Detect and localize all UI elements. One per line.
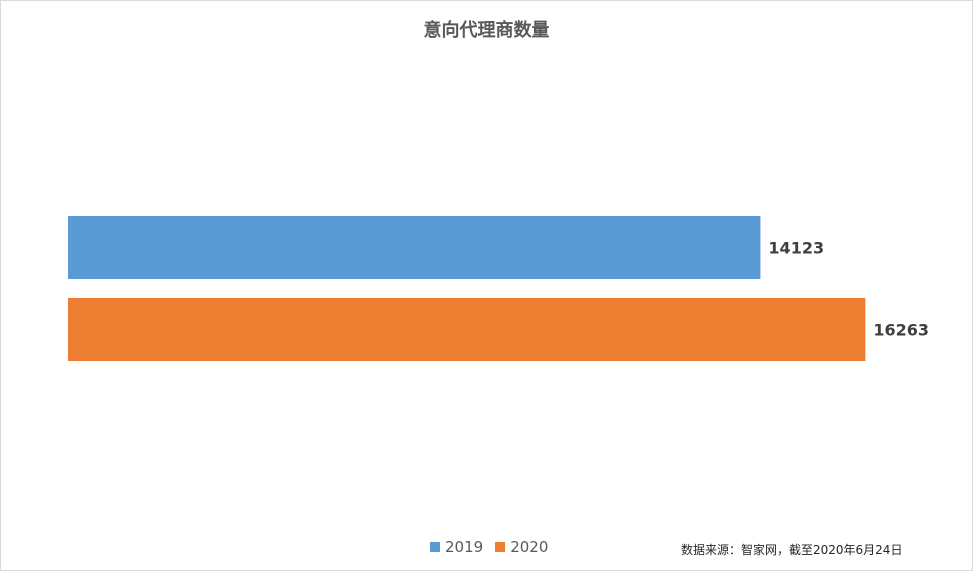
data-labels-layer: 14123 16263 [768,239,929,340]
legend-item-2019: 2019 [430,538,483,556]
data-label-2020: 16263 [873,321,929,340]
data-label-2019: 14123 [768,239,824,258]
bar-2019 [68,216,761,279]
legend-label-2019: 2019 [445,538,484,556]
legend-item-2020: 2020 [495,538,548,556]
legend-swatch-2019 [430,542,440,552]
chart-title: 意向代理商数量 [423,20,550,41]
legend: 2019 2020 [430,538,560,556]
source-note: 数据来源：智家网，截至2020年6月24日 [681,543,903,557]
legend-swatch-2020 [495,542,506,552]
bar-2020 [68,298,866,361]
legend-label-2020: 2020 [510,538,549,556]
bars-layer [68,216,866,361]
